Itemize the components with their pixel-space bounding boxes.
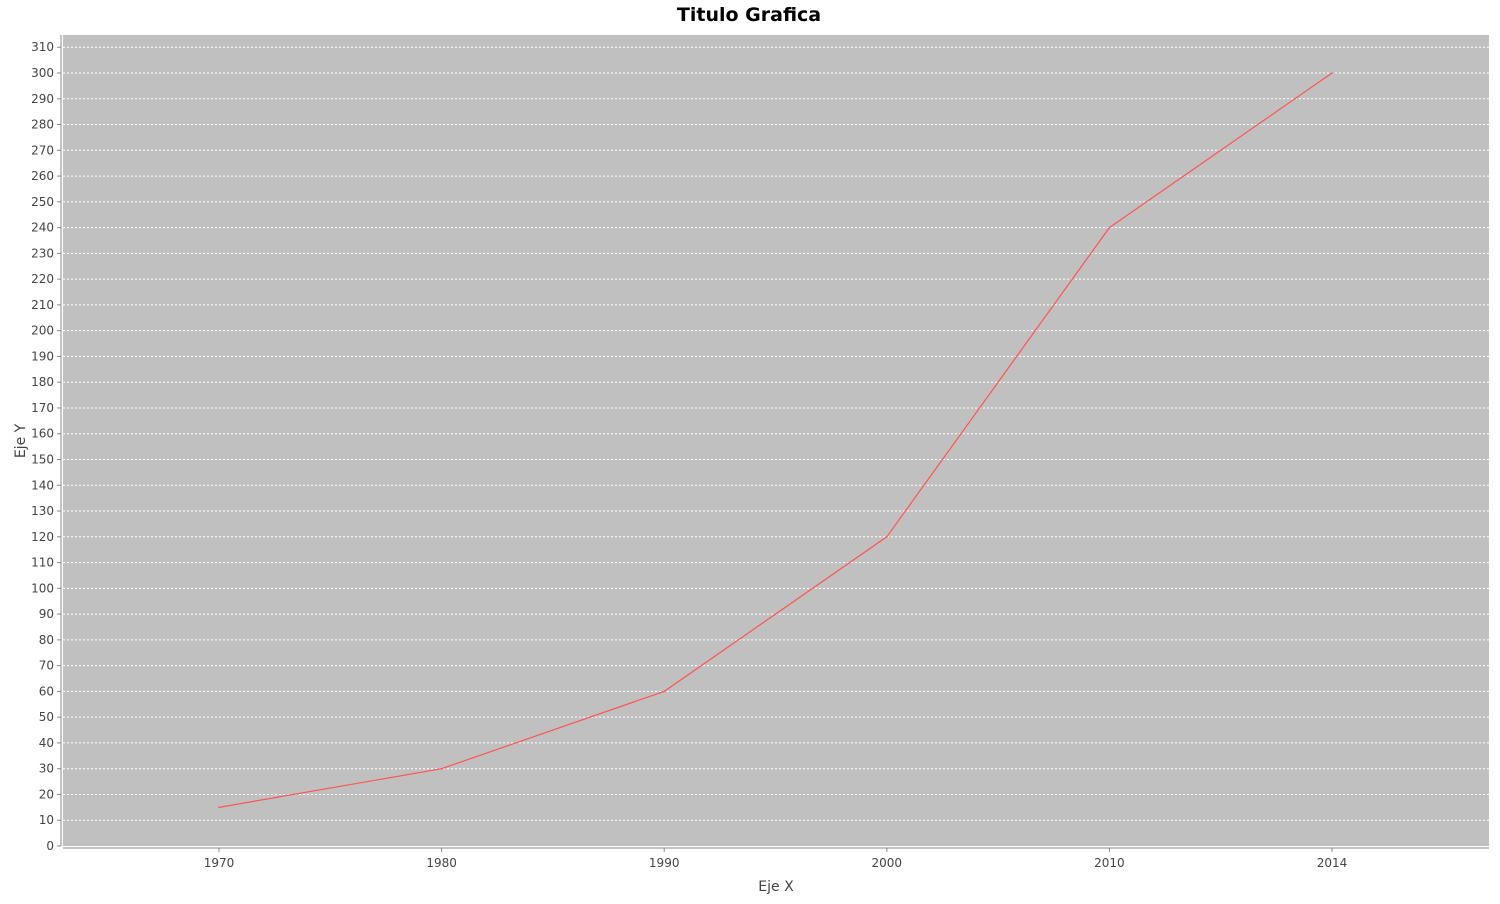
x-tick-label: 1990	[649, 856, 680, 870]
y-tick-label: 90	[39, 607, 54, 621]
y-tick-label: 20	[39, 787, 54, 801]
y-tick-label: 280	[31, 118, 54, 132]
y-tick-label: 150	[31, 453, 54, 467]
y-tick-label: 230	[31, 246, 54, 260]
data-point	[886, 536, 888, 538]
y-tick-label: 100	[31, 581, 54, 595]
x-axis: 1970 1980 1990 2000 2010 2014	[63, 847, 1489, 870]
y-tick-label: 290	[31, 92, 54, 106]
y-tick-label: 50	[39, 710, 54, 724]
y-tick-label: 180	[31, 375, 54, 389]
x-tick-label: 1980	[426, 856, 457, 870]
y-tick-label: 130	[31, 504, 54, 518]
x-tick-label: 2000	[872, 856, 903, 870]
y-tick-label: 220	[31, 272, 54, 286]
x-tick-label: 2010	[1094, 856, 1125, 870]
y-tick-label: 70	[39, 659, 54, 673]
y-tick-label: 60	[39, 684, 54, 698]
y-tick-label: 140	[31, 478, 54, 492]
data-point	[1108, 226, 1111, 229]
y-tick-label: 270	[31, 143, 54, 157]
data-point	[1331, 72, 1333, 74]
y-axis: 0 10 20 30 40 50 60 70 80 90 100 110 120 130 140 150 160…	[31, 35, 62, 853]
y-tick-label: 200	[31, 324, 54, 338]
data-point	[663, 690, 665, 693]
y-tick-label: 80	[39, 633, 54, 647]
y-tick-label: 40	[39, 736, 54, 750]
y-tick-label: 30	[39, 762, 54, 776]
y-tick-label: 190	[31, 349, 54, 363]
y-tick-label: 10	[39, 813, 54, 827]
chart-title: Titulo Grafica	[677, 4, 821, 26]
y-tick-label: 210	[31, 298, 54, 312]
y-tick-label: 160	[31, 427, 54, 441]
series-layer	[218, 72, 1333, 809]
x-tick-label: 1970	[204, 856, 235, 870]
x-axis-label: Eje X	[758, 879, 794, 895]
y-tick-label: 260	[31, 169, 54, 183]
y-tick-label: 250	[31, 195, 54, 209]
data-point	[440, 767, 443, 770]
y-tick-label: 310	[31, 40, 54, 54]
y-tick-label: 240	[31, 221, 54, 235]
x-tick-label: 2014	[1317, 856, 1348, 870]
y-tick-label: 110	[31, 556, 54, 570]
y-axis-label: Eje Y	[13, 423, 29, 458]
plot-area	[63, 35, 1489, 846]
series-line	[218, 72, 1333, 808]
data-point	[218, 806, 220, 809]
y-tick-label: 300	[31, 66, 54, 80]
y-tick-label: 120	[31, 530, 54, 544]
grid-lines	[63, 46, 1489, 821]
y-tick-label: 170	[31, 401, 54, 415]
y-tick-label: 0	[46, 839, 54, 853]
